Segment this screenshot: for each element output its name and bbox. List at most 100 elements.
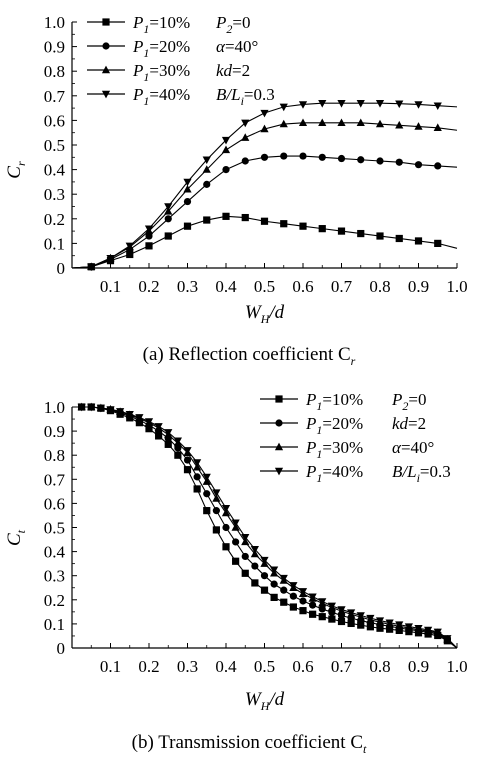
- reflection-data-point: [298, 118, 308, 127]
- transmission-data-point: [424, 626, 433, 635]
- transmission-x-tick-label: 0.2: [138, 657, 159, 676]
- transmission-data-point: [318, 613, 326, 621]
- transmission-data-point: [193, 459, 202, 467]
- transmission-data-point: [202, 473, 211, 482]
- transmission-x-tick-label: 0.4: [215, 657, 237, 676]
- transmission-legend-param-main: B/L: [392, 462, 417, 481]
- reflection-series-2: [71, 152, 458, 271]
- transmission-data-point: [183, 447, 192, 455]
- transmission-data-point: [241, 533, 250, 542]
- transmission-data-point: [327, 602, 336, 611]
- transmission-data-point: [174, 451, 182, 459]
- reflection-legend-param-main: kd: [216, 61, 233, 80]
- transmission-caption-main: (b) Transmission coefficient C: [132, 732, 363, 753]
- transmission-data-point: [357, 621, 365, 629]
- transmission-legend-param-main: P: [391, 390, 402, 409]
- reflection-legend-label-rest: =40%: [149, 85, 190, 104]
- reflection-x-tick-label: 1.0: [446, 277, 467, 296]
- reflection-data-point: [145, 242, 153, 250]
- transmission-data-point: [144, 418, 154, 426]
- reflection-data-point: [337, 118, 346, 127]
- reflection-y-axis-title-sub: r: [14, 161, 28, 166]
- reflection-y-tick-label: 0: [57, 259, 66, 278]
- reflection-y-tick-label: 0.5: [44, 136, 65, 155]
- reflection-data-point: [433, 102, 442, 111]
- transmission-data-point: [414, 625, 423, 633]
- reflection-legend-marker: [101, 65, 111, 74]
- transmission-data-point: [289, 582, 298, 590]
- transmission-data-point: [318, 605, 326, 613]
- transmission-data-point: [155, 432, 163, 440]
- reflection-x-axis-title-main: W: [245, 302, 263, 323]
- transmission-y-tick-label: 0: [57, 639, 66, 658]
- reflection-x-tick-label: 0.9: [408, 277, 429, 296]
- reflection-caption-main: (a) Reflection coefficient C: [143, 344, 351, 365]
- reflection-data-point: [241, 157, 249, 165]
- transmission-x-tick-label: 0.5: [254, 657, 275, 676]
- reflection-legend-param: kd=2: [216, 61, 250, 80]
- reflection-data-point: [337, 154, 346, 163]
- reflection-legend-param-main: α: [216, 37, 226, 56]
- transmission-legend-param-main: α: [392, 438, 402, 457]
- reflection-y-tick-label: 0.7: [44, 87, 66, 106]
- transmission-data-point: [298, 588, 308, 596]
- reflection-data-point: [414, 101, 423, 109]
- reflection-chart: 0 0.1 0.2 0.3 0.4 0.5 0.6 0.7 0.8 0.9 1.0 0.1 0.2 0.3…: [4, 13, 468, 368]
- transmission-x-tick-label: 0.1: [100, 657, 121, 676]
- reflection-data-point: [298, 101, 308, 109]
- reflection-legend-marker: [102, 18, 110, 26]
- reflection-data-point: [414, 122, 423, 130]
- reflection-x-axis-title-sub: H: [260, 312, 271, 326]
- transmission-legend-label: P1=10%: [305, 390, 363, 413]
- reflection-data-point: [318, 225, 326, 233]
- transmission-data-point: [376, 624, 384, 632]
- reflection-x-tick-label: 0.6: [292, 277, 313, 296]
- transmission-data-point: [193, 485, 201, 493]
- transmission-data-point: [356, 612, 365, 620]
- transmission-legend-label-main: P: [305, 462, 316, 481]
- transmission-data-point: [173, 437, 182, 446]
- transmission-y-tick-label: 0.3: [44, 567, 65, 586]
- transmission-data-point: [309, 601, 317, 609]
- reflection-legend-label-main: P: [132, 37, 143, 56]
- transmission-data-point: [164, 429, 173, 437]
- reflection-data-point: [183, 184, 192, 193]
- transmission-y-axis-title-main: C: [4, 533, 25, 546]
- reflection-x-tick-label: 0.1: [100, 277, 121, 296]
- transmission-legend-marker: [275, 395, 283, 403]
- reflection-legend-param-main: B/L: [216, 85, 241, 104]
- reflection-caption-sub: r: [351, 354, 356, 368]
- reflection-legend-label-main: P: [132, 61, 143, 80]
- transmission-caption: (b) Transmission coefficient Ct: [132, 732, 367, 756]
- reflection-data-point: [318, 99, 327, 108]
- transmission-x-axis-title: WH/d: [245, 689, 285, 713]
- transmission-legend-label-sub: 1: [316, 471, 322, 485]
- transmission-data-point: [433, 628, 442, 637]
- transmission-data-point: [385, 619, 394, 628]
- transmission-data-point: [280, 598, 288, 606]
- reflection-x-tick-label: 0.8: [369, 277, 390, 296]
- reflection-legend-param: P2=0: [215, 13, 250, 36]
- transmission-data-point: [96, 404, 105, 413]
- reflection-legend-label-sub: 1: [143, 94, 149, 108]
- transmission-legend-label-rest: =30%: [322, 438, 363, 457]
- transmission-data-point: [404, 623, 413, 631]
- reflection-data-point: [202, 165, 211, 173]
- reflection-series-1: [71, 212, 458, 271]
- reflection-data-point: [376, 232, 384, 240]
- transmission-legend-marker: [274, 442, 284, 451]
- transmission-legend-label: P1=30%: [305, 438, 363, 461]
- transmission-y-tick-label: 0.2: [44, 591, 65, 610]
- transmission-legend-param-sub: 2: [402, 399, 408, 413]
- transmission-data-point: [212, 489, 221, 497]
- reflection-x-axis-title-suffix: /d: [268, 302, 284, 323]
- transmission-data-point: [241, 552, 249, 561]
- reflection-data-point: [434, 239, 442, 247]
- transmission-data-point: [193, 473, 201, 481]
- transmission-legend-param: α=40°: [392, 438, 434, 457]
- reflection-data-point: [280, 152, 288, 160]
- transmission-series-4: [72, 403, 458, 649]
- transmission-legend-label-sub: 1: [316, 447, 322, 461]
- transmission-data-point: [125, 411, 134, 419]
